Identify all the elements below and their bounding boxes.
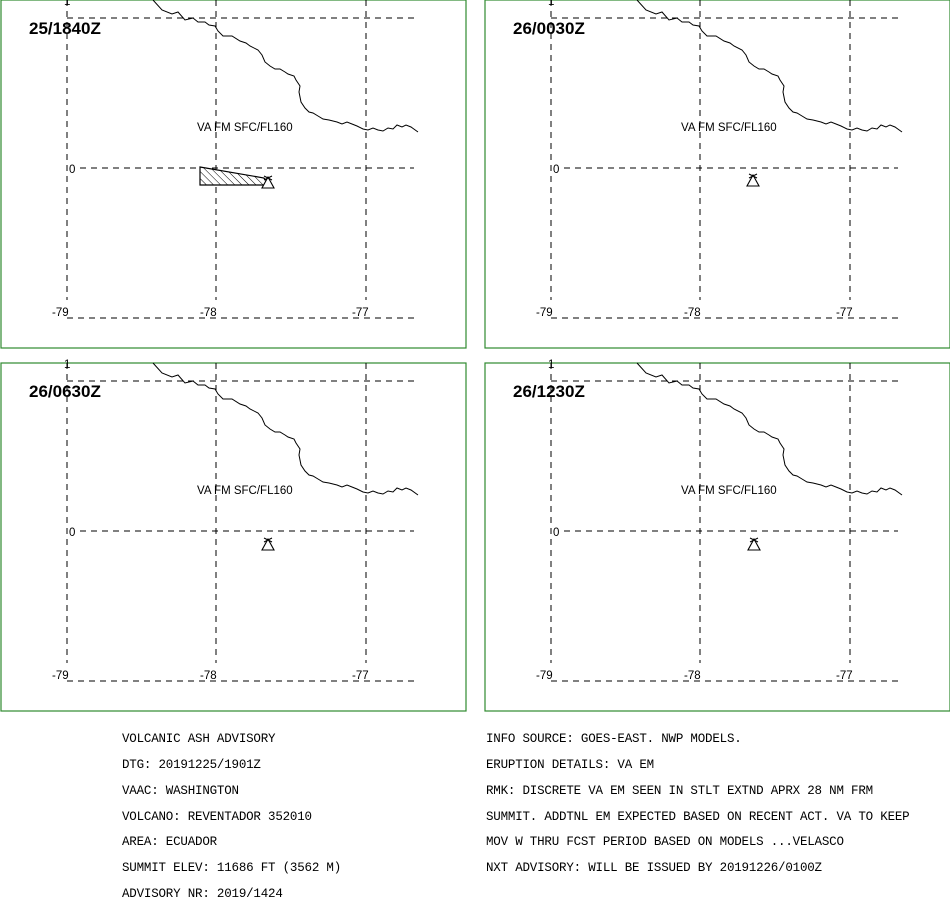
advisory-line: ERUPTION DETAILS: VA EM bbox=[486, 757, 654, 772]
coastline bbox=[152, 0, 419, 133]
advisory-right-block: INFO SOURCE: GOES-EAST. NWP MODELS. ERUP… bbox=[486, 718, 910, 881]
volcano-icon bbox=[261, 537, 275, 551]
advisory-line: DTG: 20191225/1901Z bbox=[122, 757, 261, 772]
advisory-line: NXT ADVISORY: WILL BE ISSUED BY 20191226… bbox=[486, 861, 822, 876]
ash-cloud-area bbox=[199, 166, 272, 186]
volcano-icon bbox=[746, 173, 760, 187]
ash-level-label: VA FM SFC/FL160 bbox=[681, 485, 777, 497]
panel-valid-time: 25/1840Z bbox=[29, 19, 101, 38]
lon-label: -77 bbox=[352, 307, 369, 319]
lon-label: -78 bbox=[200, 307, 217, 319]
lon-label: -79 bbox=[536, 307, 553, 319]
advisory-line: MOV W THRU FCST PERIOD BASED ON MODELS .… bbox=[486, 835, 844, 850]
lon-label: -77 bbox=[836, 307, 853, 319]
panel-valid-time: 26/1230Z bbox=[513, 382, 585, 401]
advisory-line: VOLCANO: REVENTADOR 352010 bbox=[122, 809, 312, 824]
advisory-left-block: VOLCANIC ASH ADVISORY DTG: 20191225/1901… bbox=[122, 718, 341, 907]
lon-label: -78 bbox=[684, 670, 701, 682]
lon-label: -78 bbox=[684, 307, 701, 319]
map-panel-2: 26/0030Z VA FM SFC/FL160 1 0 -79 -78 -77 bbox=[484, 0, 950, 349]
volcano-icon bbox=[747, 537, 761, 551]
advisory-line: SUMMIT. ADDTNL EM EXPECTED BASED ON RECE… bbox=[486, 809, 910, 824]
advisory-line: VOLCANIC ASH ADVISORY bbox=[122, 732, 276, 747]
ash-level-label: VA FM SFC/FL160 bbox=[197, 485, 293, 497]
advisory-line: SUMMIT ELEV: 11686 FT (3562 M) bbox=[122, 861, 342, 876]
panel-valid-time: 26/0030Z bbox=[513, 19, 585, 38]
ash-level-label: VA FM SFC/FL160 bbox=[681, 122, 777, 134]
advisory-line: AREA: ECUADOR bbox=[122, 835, 217, 850]
lon-label: -77 bbox=[352, 670, 369, 682]
map-panel-3: 26/0630Z VA FM SFC/FL160 1 0 -79 -78 -77 bbox=[0, 359, 467, 712]
coastline bbox=[636, 0, 903, 133]
advisory-line: INFO SOURCE: GOES-EAST. NWP MODELS. bbox=[486, 732, 742, 747]
lat-label-0: 0 bbox=[553, 164, 559, 176]
lat-label-0: 0 bbox=[69, 527, 75, 539]
lon-label: -79 bbox=[52, 307, 69, 319]
advisory-line: VAAC: WASHINGTON bbox=[122, 783, 239, 798]
volcano-icon bbox=[261, 175, 275, 189]
lat-label-1: 1 bbox=[64, 359, 70, 371]
lat-label-1: 1 bbox=[64, 0, 70, 8]
panel-frame bbox=[484, 362, 950, 712]
panel-frame bbox=[0, 362, 467, 712]
ash-level-label: VA FM SFC/FL160 bbox=[197, 122, 293, 134]
lon-label: -77 bbox=[836, 670, 853, 682]
lon-label: -79 bbox=[52, 670, 69, 682]
lat-label-0: 0 bbox=[69, 164, 75, 176]
coastline bbox=[636, 362, 903, 496]
lon-label: -79 bbox=[536, 670, 553, 682]
map-panel-4: 26/1230Z VA FM SFC/FL160 1 0 -79 -78 -77 bbox=[484, 359, 950, 712]
panel-frame bbox=[0, 0, 467, 349]
map-panel-1: 25/1840Z VA FM SFC/FL160 1 0 -79 -78 -77 bbox=[0, 0, 467, 349]
lat-label-0: 0 bbox=[553, 527, 559, 539]
advisory-line: ADVISORY NR: 2019/1424 bbox=[122, 886, 283, 901]
lon-label: -78 bbox=[200, 670, 217, 682]
advisory-line: RMK: DISCRETE VA EM SEEN IN STLT EXTND A… bbox=[486, 783, 873, 798]
lat-label-1: 1 bbox=[548, 0, 554, 8]
panel-frame bbox=[484, 0, 950, 349]
coastline bbox=[152, 362, 419, 496]
lat-label-1: 1 bbox=[548, 359, 554, 371]
panel-valid-time: 26/0630Z bbox=[29, 382, 101, 401]
